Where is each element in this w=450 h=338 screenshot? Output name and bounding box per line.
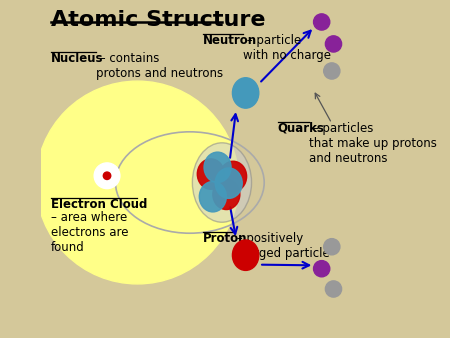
Ellipse shape: [233, 240, 259, 270]
Circle shape: [94, 163, 120, 189]
Circle shape: [314, 261, 330, 277]
Circle shape: [324, 239, 340, 255]
Circle shape: [36, 81, 239, 284]
Text: Electron Cloud: Electron Cloud: [51, 198, 148, 211]
Text: Nucleus: Nucleus: [51, 52, 104, 65]
Circle shape: [104, 172, 111, 179]
Text: – positively
charged particle: – positively charged particle: [233, 232, 330, 260]
Text: Neutron: Neutron: [202, 34, 257, 47]
Circle shape: [325, 36, 342, 52]
Circle shape: [314, 14, 330, 30]
Text: – contains
protons and neutrons: – contains protons and neutrons: [96, 52, 223, 80]
Ellipse shape: [213, 179, 240, 210]
Text: – particle
with no charge: – particle with no charge: [243, 34, 331, 63]
Text: Proton: Proton: [202, 232, 247, 244]
Ellipse shape: [197, 159, 224, 189]
Ellipse shape: [199, 182, 226, 212]
Circle shape: [325, 281, 342, 297]
Ellipse shape: [193, 143, 252, 222]
Text: Atomic Structure: Atomic Structure: [51, 10, 266, 30]
Text: Quarks: Quarks: [278, 122, 324, 135]
Ellipse shape: [215, 168, 242, 198]
Text: – particles
that make up protons
and neutrons: – particles that make up protons and neu…: [309, 122, 437, 165]
Ellipse shape: [233, 78, 259, 108]
Text: – area where
electrons are
found: – area where electrons are found: [51, 211, 129, 254]
Ellipse shape: [204, 152, 231, 183]
Ellipse shape: [220, 161, 247, 192]
Circle shape: [324, 63, 340, 79]
